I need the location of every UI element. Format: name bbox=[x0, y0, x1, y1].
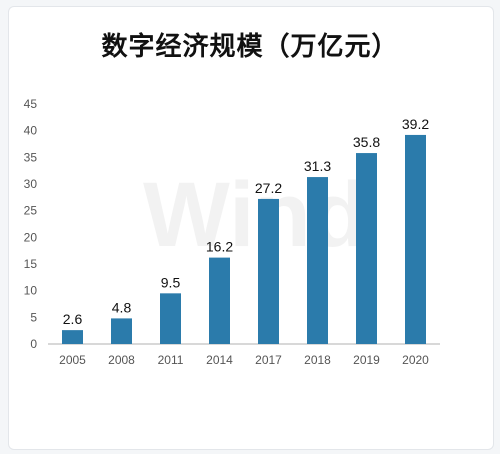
bar-2011 bbox=[160, 293, 181, 344]
chart-title: 数字经济规模（万亿元） bbox=[101, 32, 399, 62]
x-tick-label: 2019 bbox=[353, 353, 380, 367]
y-tick-label: 15 bbox=[24, 257, 38, 271]
x-tick-label: 2011 bbox=[158, 353, 184, 367]
y-tick-label: 30 bbox=[24, 177, 38, 191]
y-tick-label: 35 bbox=[24, 150, 38, 164]
data-label-2014: 16.2 bbox=[206, 239, 233, 255]
bar-2017 bbox=[258, 198, 279, 344]
bar-2014 bbox=[209, 257, 230, 344]
bar-2019 bbox=[356, 153, 377, 344]
data-label-2011: 9.5 bbox=[161, 274, 181, 290]
y-tick-label: 0 bbox=[30, 337, 37, 351]
data-label-2005: 2.6 bbox=[63, 311, 83, 327]
data-label-2008: 4.8 bbox=[112, 299, 132, 315]
bar-2008 bbox=[111, 318, 132, 344]
y-tick-label: 20 bbox=[24, 230, 38, 244]
bar-2018 bbox=[307, 177, 328, 344]
data-label-2020: 39.2 bbox=[402, 116, 429, 132]
y-tick-label: 25 bbox=[24, 204, 38, 218]
x-tick-label: 2008 bbox=[108, 353, 135, 367]
y-tick-label: 45 bbox=[24, 97, 38, 111]
x-tick-label: 2005 bbox=[59, 353, 86, 367]
x-tick-label: 2014 bbox=[206, 353, 233, 367]
data-label-2017: 27.2 bbox=[255, 180, 282, 196]
data-label-2018: 31.3 bbox=[304, 158, 331, 174]
x-tick-label: 2020 bbox=[402, 353, 429, 367]
x-tick-label: 2018 bbox=[304, 353, 331, 367]
y-tick-label: 40 bbox=[24, 124, 38, 138]
x-tick-label: 2017 bbox=[255, 353, 282, 367]
bar-2020 bbox=[405, 134, 426, 344]
y-tick-label: 5 bbox=[30, 310, 37, 324]
y-tick-label: 10 bbox=[24, 284, 38, 298]
bar-2005 bbox=[62, 330, 83, 344]
data-label-2019: 35.8 bbox=[353, 134, 380, 150]
watermark-text: Wind bbox=[143, 164, 367, 266]
